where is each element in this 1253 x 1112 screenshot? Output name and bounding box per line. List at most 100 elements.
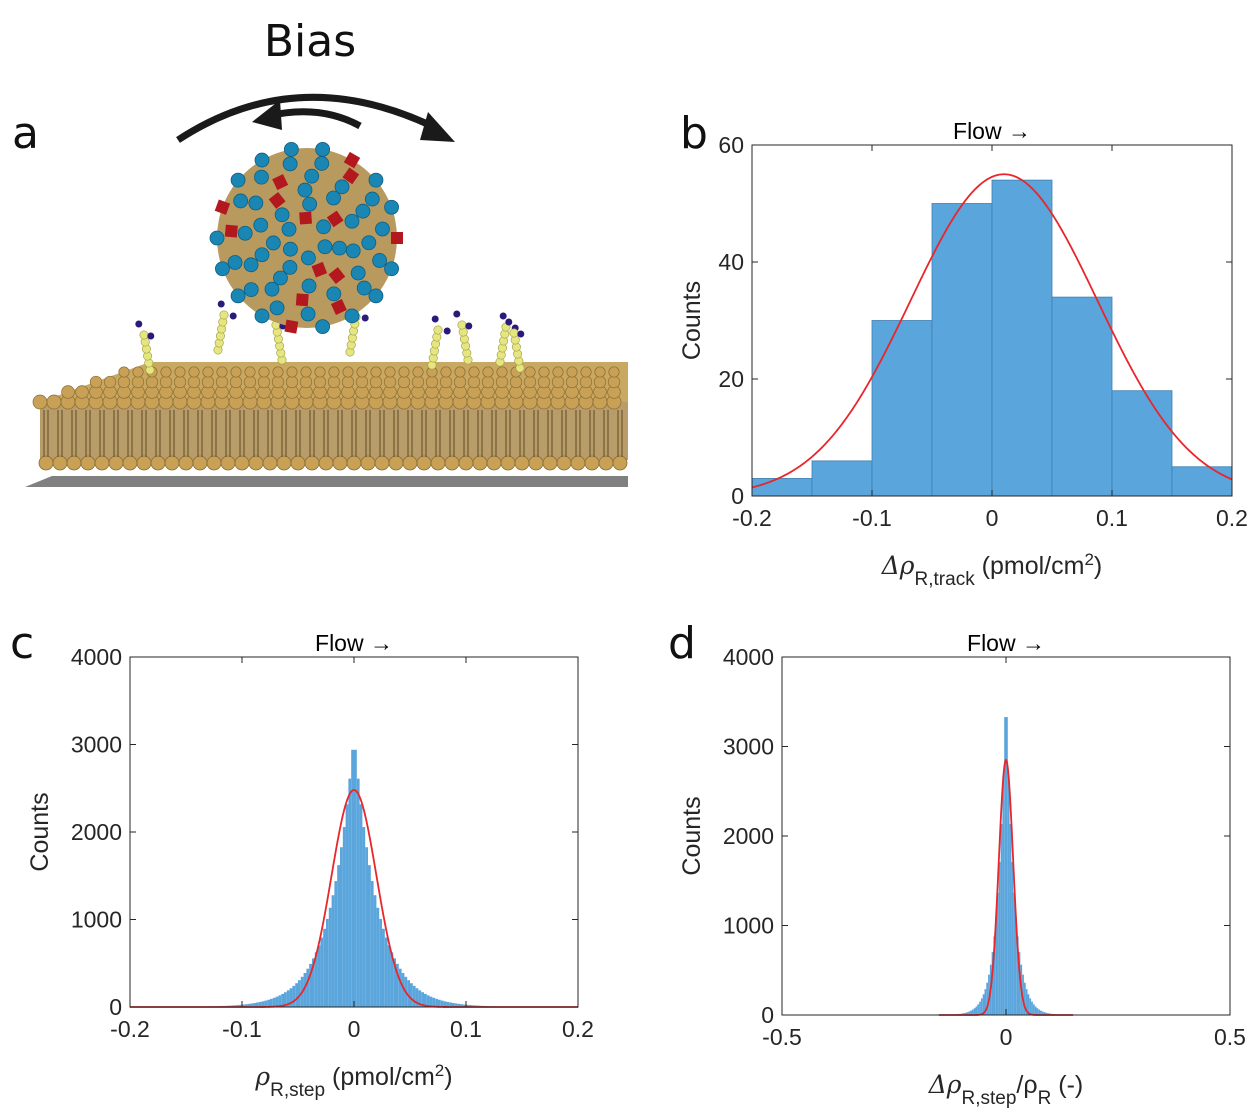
histogram-bar [253,1003,256,1007]
histogram-bar [997,892,999,1015]
histogram-bar [460,1004,464,1007]
lipid-head-top [537,375,551,389]
lipid-head-bottom [416,455,432,471]
histogram-bar [384,937,388,1007]
histogram-bar [1045,1012,1048,1015]
virus-protein [254,247,270,263]
histogram-bar [454,1003,458,1007]
histogram-bar [443,1001,447,1007]
lipid-head-bottom [472,455,488,471]
histogram-bar [320,937,324,1007]
virus-protein [345,243,361,259]
histogram-bar [446,1001,450,1007]
histogram-bar [292,985,296,1007]
histogram-bar [244,1004,248,1007]
virus-protein [344,308,360,324]
lipid-head-bottom [388,455,404,471]
lipid-heads [32,366,628,471]
histogram-bar [1031,1001,1033,1015]
lipid-head-top [201,375,215,389]
lipid-head-top [327,375,341,389]
lipid-head-top [131,375,145,389]
receptor-tip [147,332,155,340]
lipid-head-top [439,375,453,389]
virus-protein [253,217,269,233]
histogram-bar [429,996,433,1007]
histogram-bar [982,994,985,1015]
lipid-head-top [46,394,62,410]
lipid-head-top [370,366,382,378]
lipid-head-top [314,366,326,378]
lipid-head-top [243,375,257,389]
y-tick-label: 40 [718,249,744,275]
histogram-bar [463,1004,466,1007]
virus-spike [272,174,289,191]
lipid-head-bottom [486,455,502,471]
virus-spike [342,167,360,185]
lipid-head-top [257,375,271,389]
lipid-head-top [174,366,186,378]
lipid-head-top [215,375,229,389]
lipid-head-top [481,375,495,389]
y-axis-label: Counts [678,281,706,360]
histogram-bar [368,865,371,1007]
receptor-tip [505,318,513,326]
lipid-head-top [524,366,536,378]
histogram-bar [342,827,346,1007]
histogram-bar [345,804,349,1007]
lipid-head-bottom [360,455,376,471]
panel-label-d: d [668,618,696,669]
lipid-head-bottom [528,455,544,471]
lipid-head-top [495,375,509,389]
histogram-bar [359,804,363,1007]
virus-protein [243,257,259,273]
lipid-head-bottom [290,455,306,471]
lipid-head-top [355,375,369,389]
histogram-bar [398,968,402,1007]
virus-protein [384,199,399,215]
y-axis-label: Counts [26,792,54,871]
receptor-tip [217,300,225,308]
histogram-bar [289,988,293,1007]
histogram-bar [751,478,813,497]
lipid-head-top [229,375,243,389]
histogram-bar [286,990,290,1007]
virus-protein [254,308,270,324]
virus-protein [326,190,341,206]
histogram-bar [1009,823,1012,1015]
virus-spike [268,191,286,209]
virus-protein [274,207,290,223]
lipid-head-bottom [94,455,110,471]
lipid-head-bottom [402,455,418,471]
histogram-bar [415,988,419,1007]
histogram-bar [328,907,332,1007]
histogram-bar [931,203,993,497]
lipid-head-top [369,375,383,389]
virus-protein [282,259,298,275]
histogram-bar [986,982,989,1015]
virus-protein [375,221,390,237]
virus-protein [372,253,388,268]
histogram-bar [334,881,338,1007]
lipid-head-top [608,366,620,378]
lipid-head-top [594,366,606,378]
virus-protein [254,152,270,168]
lipid-head-top [299,375,313,389]
histogram-bar [1171,466,1233,497]
lipid-head-bottom [262,455,278,471]
histogram-bar [991,952,994,1015]
histogram-bar [1038,1009,1041,1015]
y-tick-label: 1000 [723,913,774,939]
virus-spike [391,232,403,244]
bias-arrow-small [267,108,362,130]
lipid-head-bottom [598,455,614,471]
histogram-bar [407,980,410,1007]
lipid-head-bottom [66,455,82,471]
receptor-tip [361,314,369,322]
histogram-bar [1036,1008,1039,1015]
x-axis-label: ΔρR,track (pmol/cm2) [881,550,1102,590]
histogram-bar [964,1012,967,1015]
histogram-bar [466,1004,469,1007]
lipid-head-bottom [276,455,292,471]
lipid-head-top [607,375,621,389]
